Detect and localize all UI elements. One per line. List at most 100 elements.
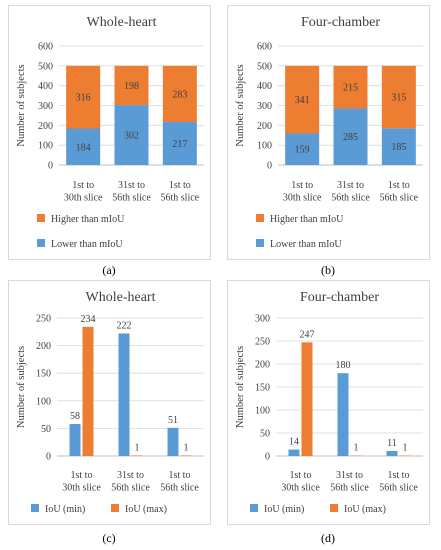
y-tick-label: 150	[255, 383, 270, 394]
y-tick-label: 300	[255, 314, 270, 325]
bar-data-label: 283	[172, 89, 187, 100]
bar-data-label: 315	[391, 93, 406, 104]
bar-segment	[162, 121, 197, 165]
y-axis-label: Number of subjects	[16, 64, 27, 146]
bar	[180, 455, 192, 456]
bar-data-label: 341	[295, 95, 310, 106]
chart-d: Four-chamber Number of subjects 0 50 100 150 2…	[235, 290, 423, 515]
y-tick-label: 600	[38, 42, 53, 53]
bar-data-label: 285	[343, 132, 358, 143]
x-category-label: 1st to	[72, 180, 94, 191]
x-category-label: 1st to	[388, 470, 410, 481]
legend-label: Higher than mIoU	[51, 214, 125, 225]
chart-b: Four-chamber Number of subjects 0 100 200 300…	[235, 15, 423, 250]
bar	[167, 427, 179, 456]
legend-swatch	[31, 504, 39, 512]
y-tick-label: 0	[265, 452, 270, 463]
bar-segment	[114, 105, 149, 165]
legend-label: IoU (max)	[125, 504, 167, 515]
y-tick-label: 300	[38, 101, 53, 112]
y-tick-label: 300	[257, 101, 272, 112]
bar	[337, 373, 349, 456]
legend-swatch	[256, 214, 264, 222]
bar-data-label: 1	[354, 443, 359, 454]
x-category-label: 1st to	[71, 470, 93, 481]
y-tick-label: 500	[38, 61, 53, 72]
x-category-label: 31st to	[337, 180, 364, 191]
bar-data-label: 14	[289, 437, 299, 448]
y-tick-label: 250	[255, 337, 270, 348]
bar	[69, 423, 81, 456]
legend-swatch	[37, 214, 45, 222]
x-category-label: 31st to	[117, 470, 144, 481]
x-category-label: 1st to	[169, 470, 191, 481]
bar-data-label: 222	[117, 320, 132, 331]
chart-title: Whole-heart	[86, 290, 156, 305]
chart-title: Four-chamber	[300, 290, 379, 305]
y-tick-label: 200	[257, 121, 272, 132]
y-tick-label: 0	[46, 452, 51, 463]
bar-data-label: 180	[336, 360, 351, 371]
chart-a: Whole-heart Number of subjects 0 100 200 300 4…	[16, 15, 204, 250]
legend-swatch	[111, 504, 119, 512]
x-category-label: 56th slice	[161, 193, 200, 204]
legend-label: IoU (min)	[45, 504, 85, 515]
caption-a: (a)	[102, 263, 116, 277]
x-category-label: 56th slice	[112, 193, 151, 204]
y-tick-label: 150	[36, 369, 51, 380]
bar-data-label: 51	[168, 415, 178, 426]
bar-data-label: 247	[300, 329, 315, 340]
y-tick-label: 0	[267, 161, 272, 172]
y-tick-label: 400	[38, 81, 53, 92]
x-category-label: 56th slice	[111, 483, 150, 494]
caption-d: (d)	[321, 531, 335, 545]
bar-data-label: 1	[184, 442, 189, 453]
chart-panel-b: Four-chamber Number of subjects 0 100 200 300…	[227, 5, 430, 260]
bar-data-label: 1	[135, 442, 140, 453]
y-tick-label: 250	[36, 314, 51, 325]
x-category-label: 30th slice	[62, 483, 101, 494]
y-tick-label: 200	[38, 121, 53, 132]
x-category-label: 56th slice	[160, 483, 199, 494]
bar-segment	[162, 65, 197, 122]
y-tick-label: 600	[257, 42, 272, 53]
x-category-label: 31st to	[336, 470, 363, 481]
y-tick-label: 100	[36, 396, 51, 407]
bar-data-label: 215	[343, 83, 358, 94]
y-tick-label: 400	[257, 81, 272, 92]
bar	[131, 455, 143, 456]
y-tick-label: 50	[260, 429, 270, 440]
chart-panel-d: Four-chamber Number of subjects 0 50 100 150 2…	[227, 280, 430, 525]
bar-segment	[66, 128, 101, 165]
x-category-label: 1st to	[388, 180, 410, 191]
legend-swatch	[330, 504, 338, 512]
x-category-label: 56th slice	[379, 483, 418, 494]
bar-data-label: 198	[124, 81, 139, 92]
x-category-label: 56th slice	[330, 483, 369, 494]
bar-data-label: 58	[70, 411, 80, 422]
y-tick-label: 100	[257, 141, 272, 152]
y-tick-label: 100	[38, 141, 53, 152]
y-axis-label: Number of subjects	[235, 346, 246, 428]
x-category-label: 31st to	[118, 180, 145, 191]
bar-data-label: 302	[124, 131, 139, 142]
bar	[386, 450, 398, 456]
bar-segment	[381, 128, 416, 165]
y-axis-label: Number of subjects	[235, 64, 246, 146]
y-tick-label: 200	[36, 341, 51, 352]
bar-segment	[114, 65, 149, 106]
x-category-label: 56th slice	[380, 193, 419, 204]
bar	[301, 342, 313, 456]
caption-b: (b)	[321, 263, 335, 277]
bar	[82, 326, 94, 456]
x-category-label: 30th slice	[283, 193, 322, 204]
x-category-label: 1st to	[290, 470, 312, 481]
legend-label: Higher than mIoU	[270, 214, 344, 225]
bar	[288, 449, 300, 456]
bar-data-label: 184	[76, 142, 91, 153]
chart-title: Four-chamber	[301, 15, 380, 30]
chart-panel-a: Whole-heart Number of subjects 0 100 200 300 4…	[8, 5, 211, 260]
legend-swatch	[256, 239, 264, 247]
legend-swatch	[250, 504, 258, 512]
bar-data-label: 185	[391, 142, 406, 153]
